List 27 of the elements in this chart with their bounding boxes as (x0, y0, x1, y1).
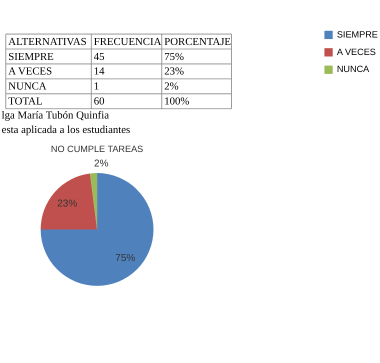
text: esta aplicada a los estudiantes (2, 124, 130, 136)
legend-label: NUNCA (336, 64, 370, 74)
pie-slice (40, 173, 154, 286)
text: 60 (94, 96, 105, 108)
text: 75% (164, 50, 184, 63)
text: PORCENTAJE (164, 36, 232, 48)
text: 100% (164, 96, 190, 108)
text: SIEMPRE (8, 50, 54, 63)
text: 45 (94, 50, 105, 63)
text: TOTAL (8, 96, 43, 108)
text: A VECES (8, 66, 52, 78)
pie-slice (90, 173, 98, 230)
text: NO CUMPLE TAREAS (50, 144, 144, 154)
text: FRECUENCIA (94, 36, 162, 48)
text: NUNCA (8, 80, 47, 93)
pie-slice (40, 173, 98, 230)
legend-label: A VECES (336, 46, 376, 57)
legend-label: SIEMPRE (336, 29, 378, 40)
data-label: 23% (57, 198, 78, 210)
text: 2% (164, 80, 179, 93)
data-label: 75% (115, 252, 136, 264)
data-label: 2% (94, 158, 109, 170)
text: ALTERNATIVAS (8, 36, 87, 48)
text: 1 (94, 80, 100, 93)
text: lga María Tubón Quinfia (2, 110, 110, 122)
text: 14 (94, 66, 106, 78)
text: 23% (164, 66, 184, 78)
